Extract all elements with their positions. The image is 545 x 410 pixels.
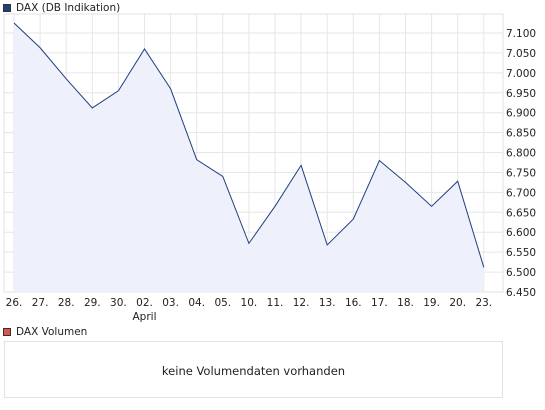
price-line — [13, 22, 485, 268]
y-tick-label: 6.850 — [506, 128, 536, 140]
x-tick-label: 13. — [319, 297, 336, 309]
x-tick-label: 18. — [397, 297, 414, 309]
no-volume-message: keine Volumendaten vorhanden — [161, 364, 346, 378]
x-tick-label: 12. — [293, 297, 310, 309]
volume-panel: keine Volumendaten vorhanden — [4, 341, 503, 398]
x-tick-label: 30. — [110, 297, 127, 309]
x-tick-label: 23. — [475, 297, 492, 309]
x-tick-label: 17. — [371, 297, 388, 309]
volume-legend: DAX Volumen — [3, 325, 87, 339]
volume-legend-swatch — [3, 328, 11, 336]
volume-legend-label: DAX Volumen — [16, 326, 88, 338]
y-tick-label: 7.000 — [506, 68, 536, 80]
x-axis: 26. 27. 28. 29. 30. 02. 03. 04. 05. 10. 11. 12. 13. 1… — [6, 297, 493, 323]
x-tick-label: 11. — [267, 297, 284, 309]
price-legend: DAX (DB Indikation) — [3, 1, 120, 15]
x-tick-label: 27. — [32, 297, 49, 309]
x-tick-label: 28. — [58, 297, 75, 309]
y-tick-label: 6.550 — [506, 247, 536, 259]
price-area — [14, 23, 484, 293]
x-tick-label: 20. — [449, 297, 466, 309]
y-tick-label: 6.600 — [506, 227, 536, 239]
x-tick-label: 29. — [84, 297, 101, 309]
x-tick-label: 26. — [6, 297, 23, 309]
x-tick-label: 16. — [345, 297, 362, 309]
x-tick-label: 03. — [162, 297, 179, 309]
x-tick-label: 19. — [423, 297, 440, 309]
price-legend-swatch — [3, 4, 11, 12]
price-chart: 6.450 6.500 6.550 6.600 6.650 6.700 6.750 6.800… — [3, 13, 536, 323]
y-tick-label: 6.950 — [506, 88, 536, 100]
y-tick-label: 6.650 — [506, 207, 536, 219]
y-tick-label: 6.700 — [506, 187, 536, 199]
x-tick-label: 05. — [214, 297, 231, 309]
y-tick-label: 7.050 — [506, 48, 536, 60]
y-tick-label: 6.800 — [506, 148, 536, 160]
x-tick-label: 04. — [188, 297, 205, 309]
y-tick-label: 6.450 — [506, 287, 536, 299]
y-tick-label: 7.100 — [506, 28, 536, 40]
y-tick-label: 6.900 — [506, 108, 536, 120]
y-axis: 6.450 6.500 6.550 6.600 6.650 6.700 6.750 6.800… — [506, 28, 536, 299]
x-tick-label: 02. — [136, 297, 153, 309]
price-legend-label: DAX (DB Indikation) — [16, 2, 121, 14]
y-tick-label: 6.500 — [506, 267, 536, 279]
x-month-label: April — [133, 311, 157, 323]
x-tick-label: 10. — [241, 297, 258, 309]
y-tick-label: 6.750 — [506, 167, 536, 179]
